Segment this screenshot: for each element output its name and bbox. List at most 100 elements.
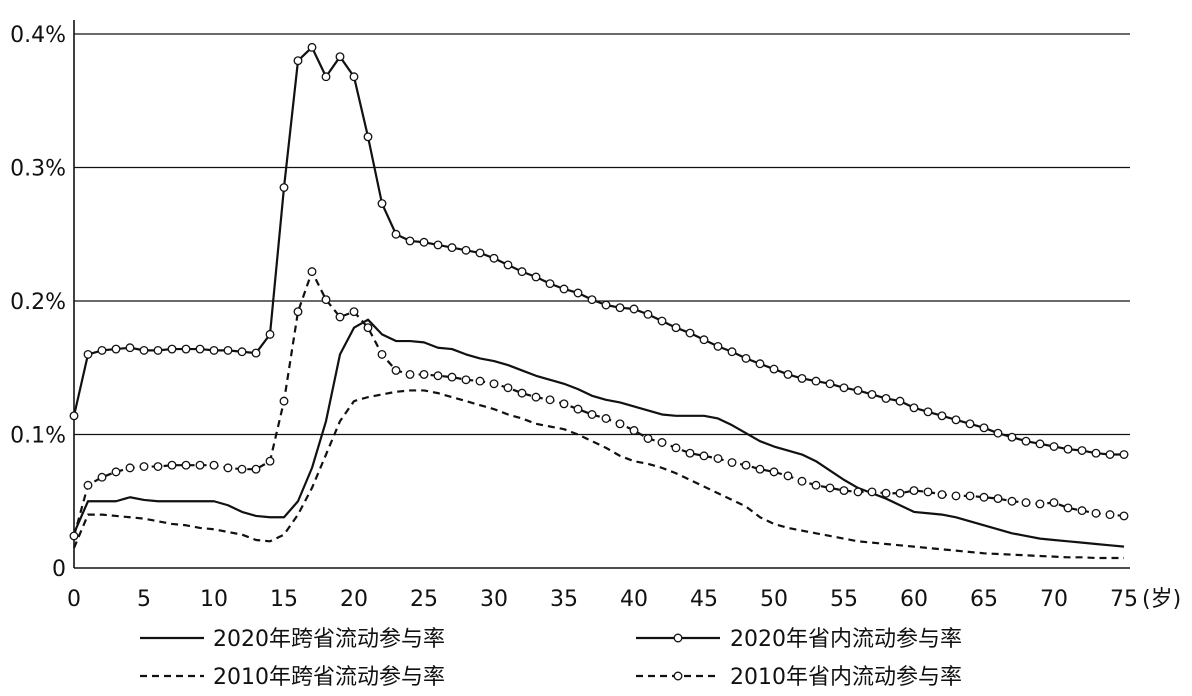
data-point <box>251 348 261 358</box>
data-point <box>1105 510 1115 520</box>
x-tick-label: 60 <box>900 587 928 612</box>
data-point <box>391 229 401 239</box>
y-tick-label: 0 <box>52 557 66 582</box>
data-point <box>629 426 639 435</box>
data-point <box>657 438 667 447</box>
data-point <box>153 345 163 355</box>
data-point <box>811 480 821 490</box>
data-point <box>139 462 149 471</box>
data-point <box>1049 442 1059 451</box>
data-point <box>419 369 429 379</box>
data-point <box>447 372 457 382</box>
series-line <box>72 46 1124 456</box>
data-point <box>433 240 443 250</box>
series-line <box>72 270 1125 537</box>
data-point <box>867 487 877 497</box>
data-point <box>545 395 555 405</box>
legend-label: 2010年省内流动参与率 <box>730 665 962 690</box>
data-point <box>811 376 821 386</box>
x-tick-label: 50 <box>760 587 788 612</box>
data-point <box>265 456 275 466</box>
data-point <box>1049 498 1059 508</box>
data-point <box>195 344 205 354</box>
data-point <box>713 341 723 351</box>
data-point <box>769 467 779 477</box>
data-point <box>1091 508 1101 518</box>
data-point <box>447 243 457 253</box>
data-point <box>783 471 793 481</box>
data-point <box>951 491 961 501</box>
data-point <box>111 344 121 354</box>
data-point <box>1035 439 1045 449</box>
data-point <box>111 467 121 477</box>
x-tick-label: 15 <box>270 587 298 612</box>
x-tick-label: 35 <box>550 587 578 612</box>
data-point <box>279 183 289 192</box>
data-point <box>363 323 373 333</box>
data-point <box>629 304 639 314</box>
legend-label: 2020年省内流动参与率 <box>730 627 962 652</box>
legend-item: 2010年省内流动参与率 <box>636 665 962 690</box>
data-point <box>615 303 625 313</box>
data-point <box>517 388 527 398</box>
data-point <box>573 404 583 414</box>
data-point <box>699 451 709 461</box>
data-point <box>223 345 233 355</box>
data-point <box>1007 496 1017 506</box>
x-tick-label: 10 <box>200 587 228 612</box>
data-point <box>741 460 751 470</box>
data-point <box>391 365 401 375</box>
data-point <box>657 316 667 326</box>
x-tick-label: 40 <box>620 587 648 612</box>
data-point <box>797 476 807 486</box>
legend-item: 2020年省内流动参与率 <box>636 627 962 652</box>
data-point <box>489 379 499 389</box>
data-point <box>685 448 695 458</box>
data-point <box>965 491 975 501</box>
data-point <box>783 369 793 379</box>
data-point <box>503 260 513 270</box>
grid-lines <box>74 33 1130 436</box>
x-unit-label: (岁) <box>1142 587 1181 612</box>
data-point <box>909 403 919 413</box>
data-point <box>321 72 331 82</box>
data-point <box>1119 511 1129 521</box>
data-point <box>587 410 597 419</box>
x-tick-label: 70 <box>1040 587 1068 612</box>
data-point <box>377 199 387 208</box>
data-point <box>741 353 751 363</box>
x-tick-label: 20 <box>340 587 368 612</box>
data-point <box>125 463 135 473</box>
data-point <box>1105 450 1115 459</box>
data-point <box>1091 448 1101 458</box>
data-point <box>293 307 303 317</box>
y-tick-label: 0.1% <box>10 424 66 449</box>
data-point <box>307 267 317 277</box>
data-point <box>839 486 849 496</box>
data-point <box>461 245 471 255</box>
data-point <box>881 488 891 498</box>
y-tick-labels: 0 0.1% 0.2% 0.3% 0.4% <box>10 23 66 582</box>
data-point <box>937 411 947 421</box>
axes <box>73 20 1130 569</box>
data-point <box>615 419 625 429</box>
legend-item: 2020年跨省流动参与率 <box>140 627 445 652</box>
data-point <box>405 369 415 379</box>
data-point <box>909 486 919 496</box>
x-tick-label: 45 <box>690 587 718 612</box>
data-point <box>923 407 933 417</box>
data-point <box>895 488 905 498</box>
x-tick-labels: 0 5 10 15 20 25 30 35 40 45 50 55 60 65 70 75 <box>67 587 1138 612</box>
data-point <box>685 328 695 338</box>
x-tick-label: 30 <box>480 587 508 612</box>
data-point <box>531 392 541 402</box>
data-point <box>489 253 499 263</box>
data-point <box>181 344 191 354</box>
data-point <box>699 335 709 345</box>
data-point <box>69 411 79 421</box>
data-point <box>545 279 555 289</box>
data-point <box>895 396 905 406</box>
data-point <box>559 399 569 409</box>
data-point <box>475 376 485 386</box>
